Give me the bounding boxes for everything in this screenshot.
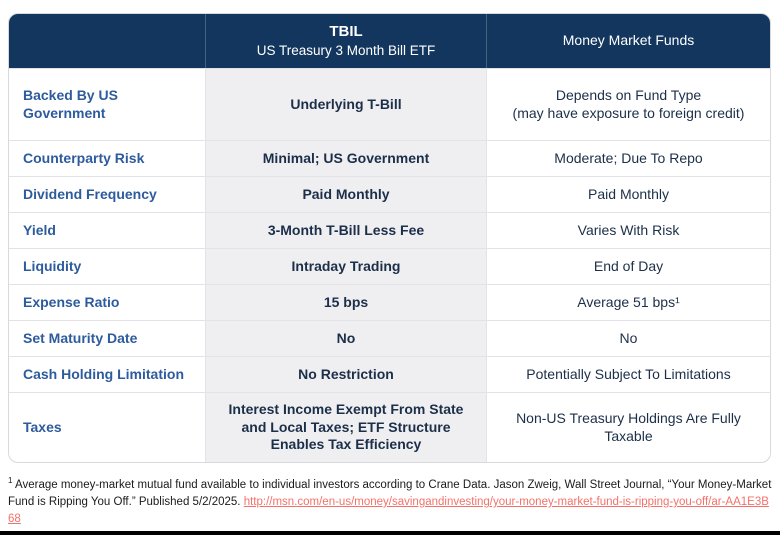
row-label: Liquidity — [23, 257, 82, 274]
row-label: Set Maturity Date — [23, 329, 138, 346]
tbil-value: 3-Month T-Bill Less Fee — [205, 213, 487, 248]
table-row: Set Maturity Date No No — [9, 320, 770, 356]
table-row: Cash Holding Limitation No Restriction P… — [9, 356, 770, 392]
footnote-marker: 1 — [8, 476, 13, 486]
tbil-column-subtitle: US Treasury 3 Month Bill ETF — [256, 43, 436, 59]
mmf-value: End of Day — [593, 257, 664, 274]
mmf-value: Average 51 bps¹ — [577, 293, 680, 310]
table-row: Taxes Interest Income Exempt From State … — [9, 392, 770, 462]
mmf-value: Depends on Fund Type (may have exposure … — [512, 87, 745, 121]
table-header-row: TBIL US Treasury 3 Month Bill ETF Money … — [9, 14, 770, 68]
tbil-value: Intraday Trading — [205, 249, 487, 284]
table-row: Backed By US Government Underlying T-Bil… — [9, 68, 770, 140]
row-label: Backed By US Government — [23, 87, 118, 121]
tbil-value: Interest Income Exempt From State and Lo… — [205, 393, 487, 462]
tbil-value: Paid Monthly — [205, 177, 487, 212]
table-row: Counterparty Risk Minimal; US Government… — [9, 140, 770, 176]
row-label: Taxes — [23, 418, 62, 435]
mmf-value: Paid Monthly — [588, 185, 669, 202]
mmf-value: Potentially Subject To Limitations — [526, 365, 731, 382]
tbil-value: 15 bps — [205, 285, 487, 320]
header-corner-cell — [9, 14, 205, 68]
row-label: Dividend Frequency — [23, 185, 157, 202]
table-row: Yield 3-Month T-Bill Less Fee Varies Wit… — [9, 212, 770, 248]
bottom-edge-rule — [0, 531, 780, 535]
header-tbil-cell: TBIL US Treasury 3 Month Bill ETF — [205, 14, 487, 68]
header-mmf-cell: Money Market Funds — [487, 14, 770, 68]
tbil-column-title: TBIL — [329, 22, 363, 40]
table-row: Dividend Frequency Paid Monthly Paid Mon… — [9, 176, 770, 212]
row-label: Expense Ratio — [23, 293, 120, 310]
row-label: Cash Holding Limitation — [23, 365, 184, 382]
tbil-value: Underlying T-Bill — [205, 69, 487, 140]
comparison-table: TBIL US Treasury 3 Month Bill ETF Money … — [8, 13, 771, 463]
tbil-value: No Restriction — [205, 357, 487, 392]
table-row: Expense Ratio 15 bps Average 51 bps¹ — [9, 284, 770, 320]
row-label: Counterparty Risk — [23, 149, 145, 166]
mmf-value: Non-US Treasury Holdings Are Fully Taxab… — [516, 410, 741, 444]
mmf-value: Moderate; Due To Repo — [554, 149, 703, 166]
footnote-link[interactable]: http://msn.com/en-us/money/savingandinve… — [8, 496, 769, 525]
tbil-value: No — [205, 321, 487, 356]
footnote: 1 Average money-market mutual fund avail… — [8, 477, 772, 528]
footnote-text: Average money-market mutual fund availab… — [8, 479, 772, 508]
mmf-value: No — [619, 329, 638, 346]
table-row: Liquidity Intraday Trading End of Day — [9, 248, 770, 284]
tbil-value: Minimal; US Government — [205, 141, 487, 176]
mmf-value: Varies With Risk — [577, 221, 680, 238]
row-label: Yield — [23, 221, 56, 238]
mmf-column-title: Money Market Funds — [562, 32, 695, 49]
